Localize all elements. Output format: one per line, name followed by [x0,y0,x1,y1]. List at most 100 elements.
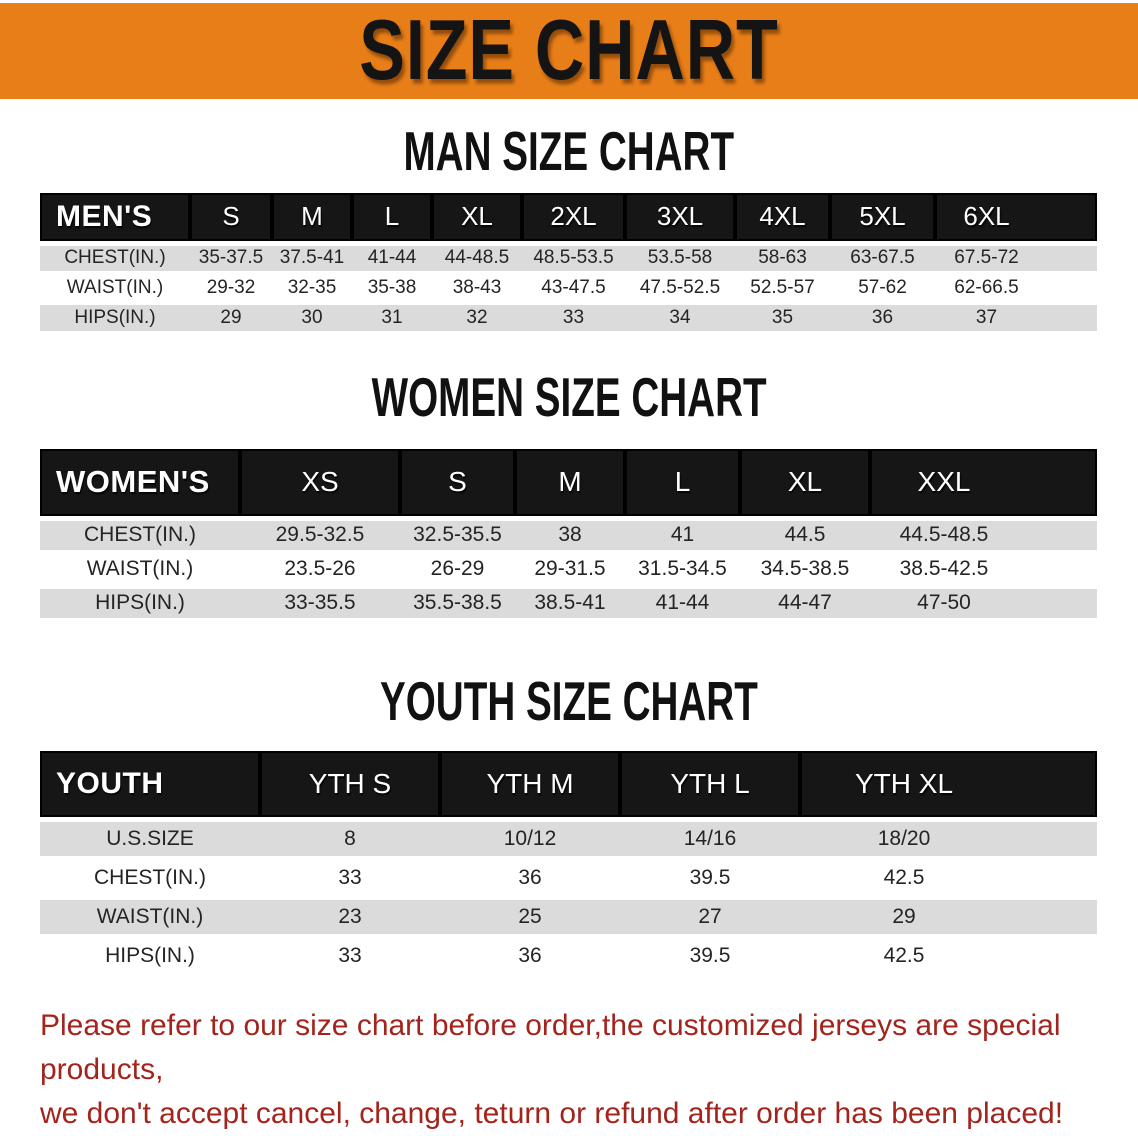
size-value-cell: 38-43 [432,273,522,305]
size-value-cell: 42.5 [800,936,1097,978]
men-section-heading-text: MAN SIZE CHART [403,120,735,182]
size-value-cell: 36 [830,303,935,335]
youth-section-heading: YOUTH SIZE CHART [0,670,1138,731]
size-value-cell: 14/16 [620,819,800,861]
disclaimer-line-1: Please refer to our size chart before or… [40,1009,1061,1086]
table-row: WAIST(IN.) 23 25 27 29 [40,897,1097,939]
size-value-cell: 37 [935,303,1097,335]
measurement-label: CHEST(IN.) [40,518,240,555]
size-value-cell: 31.5-34.5 [625,552,740,589]
size-value-cell: 44-47 [740,586,870,623]
size-value-cell: 29.5-32.5 [240,518,400,555]
size-column-header: YTH XL [800,750,1097,822]
measurement-label: U.S.SIZE [40,819,260,861]
measurement-label: HIPS(IN.) [40,586,240,623]
size-value-cell: 53.5-58 [625,243,735,275]
women-section-heading-text: WOMEN SIZE CHART [371,366,767,428]
table-row: CHEST(IN.) 33 36 39.5 42.5 [40,858,1097,900]
size-column-header: M [515,449,625,521]
size-value-cell: 27 [620,897,800,939]
table-header-row: YOUTH YTH S YTH M YTH L YTH XL [40,750,1097,822]
size-value-cell: 42.5 [800,858,1097,900]
size-value-cell: 23.5-26 [240,552,400,589]
size-column-header: L [352,193,432,246]
size-column-header: 3XL [625,193,735,246]
men-section-heading: MAN SIZE CHART [0,120,1138,181]
table-row: WAIST(IN.) 23.5-26 26-29 29-31.5 31.5-34.5 34… [40,552,1097,589]
table-header-row: MEN'S S M L XL 2XL 3XL 4XL 5XL 6XL [40,193,1097,246]
size-value-cell: 44.5-48.5 [870,518,1097,555]
order-disclaimer: Please refer to our size chart before or… [40,1004,1118,1136]
youth-size-section: YOUTH SIZE CHART YOUTH YTH S YTH M YTH L YTH… [0,670,1138,978]
size-value-cell: 29-31.5 [515,552,625,589]
size-column-header: YTH S [260,750,440,822]
size-value-cell: 38.5-42.5 [870,552,1097,589]
size-value-cell: 35-37.5 [190,243,272,275]
size-value-cell: 34 [625,303,735,335]
measurement-label: CHEST(IN.) [40,243,190,275]
size-value-cell: 48.5-53.5 [522,243,625,275]
size-column-header: S [190,193,272,246]
size-value-cell: 43-47.5 [522,273,625,305]
table-row: HIPS(IN.) 33 36 39.5 42.5 [40,936,1097,978]
size-value-cell: 25 [440,897,620,939]
banner-title: SIZE CHART [359,2,779,99]
size-value-cell: 44.5 [740,518,870,555]
size-value-cell: 33 [522,303,625,335]
size-value-cell: 34.5-38.5 [740,552,870,589]
mens-size-table: MEN'S S M L XL 2XL 3XL 4XL 5XL 6XL CHEST(IN.) 35-37… [40,193,1097,335]
size-column-header: 5XL [830,193,935,246]
size-value-cell: 10/12 [440,819,620,861]
size-value-cell: 29 [800,897,1097,939]
size-value-cell: 47-50 [870,586,1097,623]
women-size-section: WOMEN SIZE CHART WOMEN'S XS S M L XL XXL CHEST(… [0,366,1138,623]
size-column-header: YTH L [620,750,800,822]
size-value-cell: 32-35 [272,273,352,305]
table-row: U.S.SIZE 8 10/12 14/16 18/20 [40,819,1097,861]
size-chart-banner: SIZE CHART [0,3,1138,99]
size-column-header: 6XL [935,193,1097,246]
size-value-cell: 35-38 [352,273,432,305]
size-value-cell: 18/20 [800,819,1097,861]
size-column-header: S [400,449,515,521]
size-value-cell: 41-44 [625,586,740,623]
size-value-cell: 44-48.5 [432,243,522,275]
size-value-cell: 38 [515,518,625,555]
size-value-cell: 36 [440,936,620,978]
size-value-cell: 33-35.5 [240,586,400,623]
table-row: WAIST(IN.) 29-32 32-35 35-38 38-43 43-47.5 47.… [40,273,1097,305]
table-row: CHEST(IN.) 29.5-32.5 32.5-35.5 38 41 44.5 44.5… [40,518,1097,555]
women-section-heading: WOMEN SIZE CHART [0,366,1138,427]
size-column-header: XS [240,449,400,521]
size-value-cell: 58-63 [735,243,830,275]
size-value-cell: 29-32 [190,273,272,305]
size-value-cell: 23 [260,897,440,939]
size-value-cell: 47.5-52.5 [625,273,735,305]
measurement-label: WAIST(IN.) [40,552,240,589]
table-row: HIPS(IN.) 33-35.5 35.5-38.5 38.5-41 41-44 44-… [40,586,1097,623]
size-column-header: 4XL [735,193,830,246]
size-value-cell: 31 [352,303,432,335]
size-value-cell: 67.5-72 [935,243,1097,275]
measurement-label: WAIST(IN.) [40,273,190,305]
size-value-cell: 36 [440,858,620,900]
size-value-cell: 29 [190,303,272,335]
size-value-cell: 8 [260,819,440,861]
youth-size-table: YOUTH YTH S YTH M YTH L YTH XL U.S.SIZE 8 10/12… [40,750,1097,978]
size-column-header: YTH M [440,750,620,822]
table-group-label: WOMEN'S [40,449,240,521]
table-group-label: YOUTH [40,750,260,822]
size-value-cell: 62-66.5 [935,273,1097,305]
size-value-cell: 33 [260,858,440,900]
table-row: HIPS(IN.) 29 30 31 32 33 34 35 36 37 [40,303,1097,335]
measurement-label: CHEST(IN.) [40,858,260,900]
size-column-header: L [625,449,740,521]
table-row: CHEST(IN.) 35-37.5 37.5-41 41-44 44-48.5 48.5… [40,243,1097,275]
size-value-cell: 41 [625,518,740,555]
table-header-row: WOMEN'S XS S M L XL XXL [40,449,1097,521]
size-value-cell: 38.5-41 [515,586,625,623]
size-value-cell: 32 [432,303,522,335]
size-value-cell: 30 [272,303,352,335]
size-value-cell: 39.5 [620,936,800,978]
men-size-section: MAN SIZE CHART MEN'S S M L XL 2XL 3XL 4XL 5XL 6XL… [0,120,1138,335]
